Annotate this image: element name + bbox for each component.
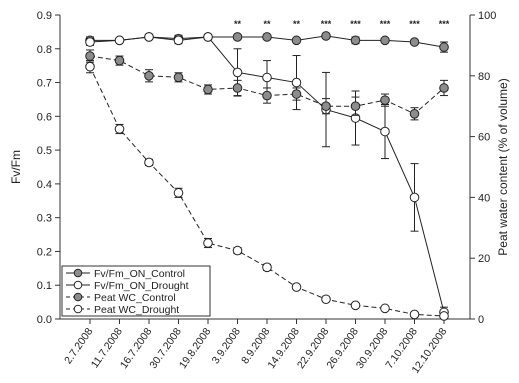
data-point: [203, 238, 213, 248]
significance-label: ***: [321, 19, 332, 29]
data-point: [85, 61, 95, 72]
y-left-tick-label: 0.9: [37, 10, 52, 22]
data-point: [114, 35, 125, 46]
data-point: [439, 42, 449, 52]
legend-label: Peat WC_Control: [94, 292, 176, 304]
y-left-tick-label: 0.0: [37, 314, 52, 326]
y-left-tick-label: 0.3: [37, 213, 52, 225]
legend-box: [61, 265, 211, 317]
data-point: [291, 35, 302, 46]
legend-swatch-marker: [73, 292, 83, 302]
significance-label: ***: [439, 19, 450, 29]
data-point: [144, 32, 154, 42]
significance-label: ***: [409, 19, 420, 29]
y-right-tick-label: 60: [478, 132, 490, 144]
data-point: [350, 35, 361, 46]
data-point: [232, 83, 243, 93]
legend-swatch-marker: [73, 268, 83, 278]
data-point: [173, 188, 184, 198]
y-right-tick-label: 100: [478, 10, 496, 22]
data-point: [232, 67, 243, 78]
data-point: [439, 311, 449, 321]
significance-label: ***: [350, 19, 361, 29]
data-point: [232, 32, 243, 42]
data-point: [173, 35, 184, 46]
legend-swatch-marker: [73, 304, 83, 314]
data-point: [380, 126, 390, 137]
data-point: [173, 72, 184, 83]
data-point: [380, 95, 390, 105]
data-point: [114, 55, 125, 66]
data-point: [262, 90, 272, 101]
data-point: [291, 77, 302, 88]
significance-label: **: [234, 19, 242, 29]
data-point: [203, 32, 213, 42]
significance-label: ***: [380, 19, 391, 29]
y-axis-right-title: Peat water content (% of volume): [496, 78, 510, 255]
data-point: [262, 32, 272, 42]
y-left-tick-label: 0.5: [37, 145, 52, 157]
data-point: [380, 303, 390, 314]
y-left-tick-label: 0.7: [37, 78, 52, 90]
data-point: [114, 124, 125, 134]
data-point: [321, 294, 331, 305]
y-right-tick-label: 0: [478, 314, 484, 326]
legend-label: Fv/Fm_ON_Drought: [94, 280, 189, 292]
series-Peat WC_Control: [85, 49, 449, 121]
data-point: [291, 89, 302, 99]
y-right-tick-label: 40: [478, 192, 490, 204]
y-right-tick-label: 20: [478, 253, 490, 265]
data-point: [203, 84, 213, 95]
data-point: [409, 192, 420, 203]
data-point: [350, 101, 361, 111]
data-point: [380, 35, 390, 46]
significance-label: **: [263, 19, 271, 29]
legend-label: Peat WC_Drought: [94, 304, 179, 316]
y-left-tick-label: 0.2: [37, 246, 52, 258]
series-layer: [85, 31, 449, 321]
series-Fv/Fm_ON_Control: [85, 31, 449, 53]
data-point: [409, 37, 420, 47]
data-point: [439, 83, 449, 93]
data-point: [262, 72, 272, 83]
legend-swatch-marker: [73, 280, 83, 290]
data-point: [85, 51, 95, 61]
series-Peat WC_Drought: [85, 60, 449, 321]
y-left-tick-label: 0.4: [37, 179, 52, 191]
data-point: [321, 31, 331, 41]
data-point: [409, 309, 420, 320]
y-axis-left-title: Fv/Fm: [9, 150, 23, 184]
data-point: [321, 101, 331, 111]
y-left-tick-label: 0.8: [37, 44, 52, 56]
y-left-tick-label: 0.6: [37, 111, 52, 123]
data-point: [262, 262, 272, 273]
data-point: [409, 109, 420, 119]
y-left-tick-label: 0.1: [37, 280, 52, 292]
data-point: [232, 245, 243, 256]
data-point: [291, 282, 302, 292]
data-point: [85, 37, 95, 47]
data-point: [350, 300, 361, 311]
significance-label: **: [293, 19, 301, 29]
x-tick-label: 3.9.2008: [210, 326, 243, 366]
chart-frame: [55, 14, 475, 324]
data-point: [144, 71, 154, 81]
data-point: [144, 157, 154, 168]
y-right-tick-label: 80: [478, 71, 490, 83]
legend-label: Fv/Fm_ON_Control: [94, 268, 185, 280]
labels-layer: 0.0 0.1 0.2 0.3 0.4 0.5 0.6 0.7 0.8 0.9 0 20 40 60 80 1…: [9, 10, 510, 376]
